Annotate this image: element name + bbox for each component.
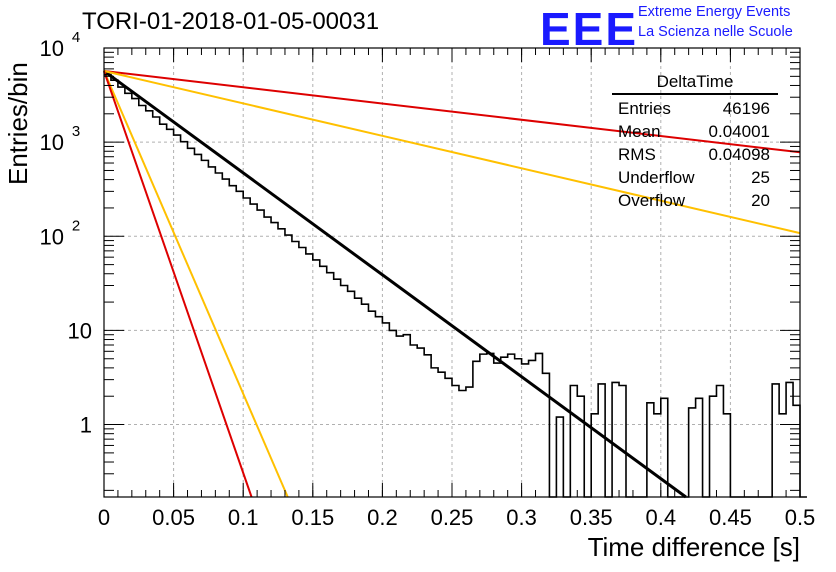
x-tick-label: 0.05 [152,505,195,530]
stats-row-entries: Entries 46196 [612,97,778,120]
stats-value: 0.04098 [708,145,770,164]
logo-subtitle-2: La Scienza nelle Scuole [638,24,793,40]
x-tick-label: 0 [98,505,110,530]
x-tick-label: 0.1 [228,505,259,530]
x-tick-label: 0.35 [570,505,613,530]
y-tick-exponent: 3 [72,123,80,140]
chart-title: TORI-01-2018-01-05-00031 [82,8,380,35]
fit-line [103,69,687,499]
stats-box: DeltaTime Entries 46196 Mean 0.04001 RMS… [612,72,778,212]
stats-label: Entries [618,99,671,118]
stats-value: 20 [751,191,770,210]
y-tick-label: 10 [40,36,64,61]
stats-value: 25 [751,168,770,187]
x-tick-label: 0.15 [291,505,334,530]
y-tick-label: 10 [40,130,64,155]
stats-row-overflow: Overflow 20 [612,189,778,212]
x-tick-label: 0.3 [506,505,537,530]
x-tick-label: 0.5 [785,505,816,530]
y-tick-exponent: 2 [72,217,80,234]
stats-value: 46196 [722,99,770,118]
y-tick-label: 10 [68,318,92,343]
x-tick-label: 0.25 [431,505,474,530]
x-axis-title: Time difference [s] [587,532,800,562]
y-tick-exponent: 4 [72,29,80,46]
logo-subtitle-1: Extreme Energy Events [638,4,791,20]
stats-value: 0.04001 [708,122,770,141]
stats-row-underflow: Underflow 25 [612,166,778,189]
stats-title: DeltaTime [612,72,778,95]
stats-row-mean: Mean 0.04001 [612,120,778,143]
stats-label: Underflow [618,168,695,187]
reference-line-red [103,69,801,154]
eee-logo: EEE [540,3,639,55]
y-tick-label: 1 [80,413,92,438]
x-tick-labels: 0 0.05 0.1 0.15 0.2 0.25 0.3 0.35 0.4 0.45 0.5 [98,505,815,530]
stats-label: RMS [618,145,656,164]
x-tick-label: 0.4 [646,505,677,530]
reference-line-orange [103,70,801,235]
y-tick-label: 10 [40,224,64,249]
x-tick-label: 0.2 [367,505,398,530]
stats-label: Mean [618,122,661,141]
reference-line-orange [103,70,289,498]
y-axis-title: Entries/bin [3,62,33,185]
curves [103,69,801,499]
x-tick-label: 0.45 [709,505,752,530]
axis-ticks [103,47,801,497]
y-tick-labels: 1 10 10 2 10 3 10 4 [40,29,92,438]
stats-row-rms: RMS 0.04098 [612,143,778,166]
stats-label: Overflow [618,191,686,210]
reference-line-red [103,70,253,498]
